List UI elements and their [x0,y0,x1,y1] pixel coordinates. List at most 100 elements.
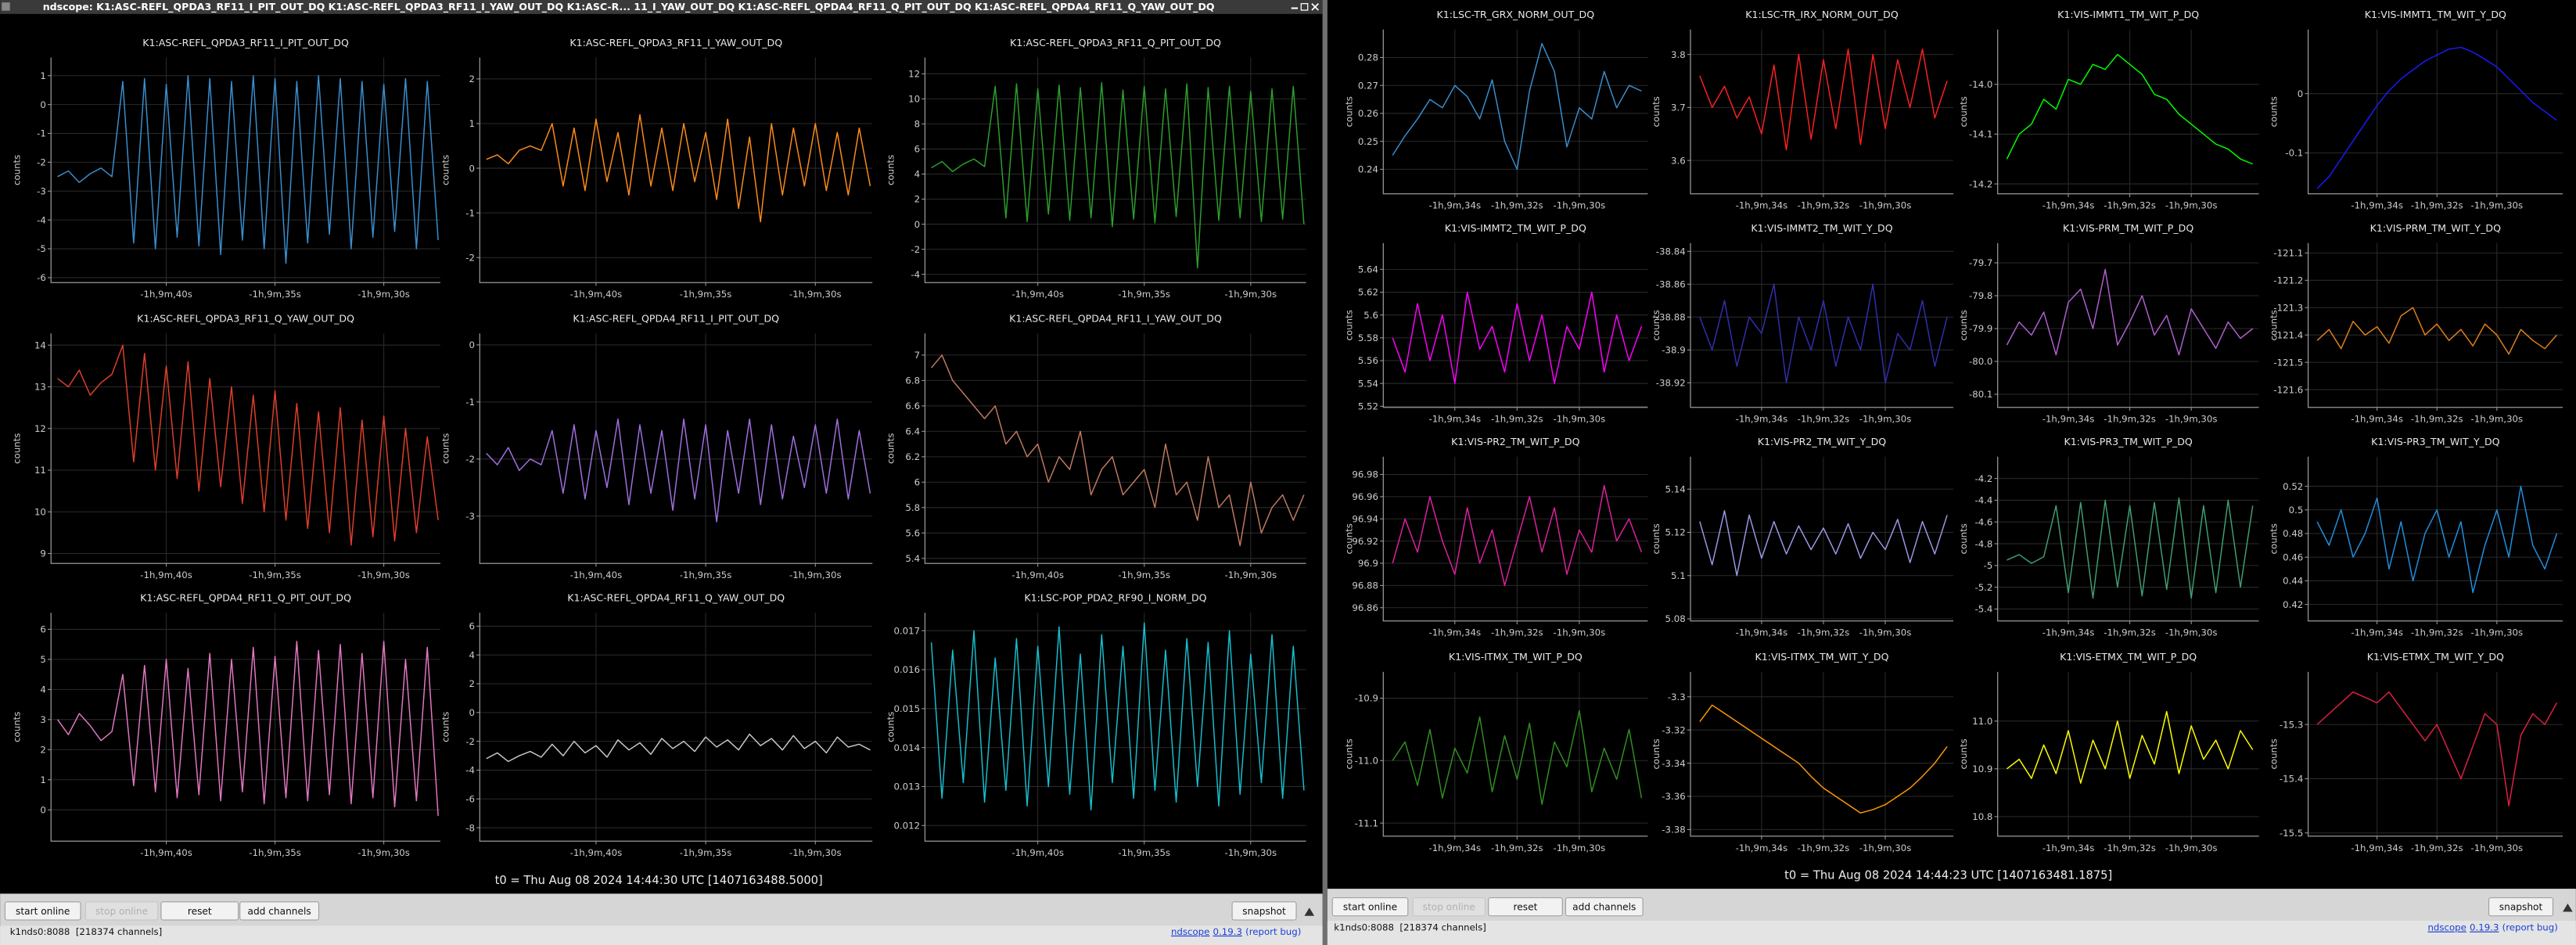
y-tick-label: -4.4 [1974,495,1992,506]
button[interactable] [4,901,81,921]
axis-line [1997,29,2259,195]
y-tick-label: 0 [469,707,475,718]
y-axis-label: counts [1651,310,1662,340]
x-tick-label: -1h,9m,34s [2351,200,2403,211]
x-tick-label: -1h,9m,35s [680,570,732,580]
button[interactable] [2488,897,2554,917]
x-tick-label: -1h,9m,34s [1736,200,1788,211]
trace [930,622,1305,811]
y-tick-label: 11.0 [1972,716,1992,727]
trace [931,81,1305,269]
y-tick-label: 0.017 [893,625,920,636]
collapse-arrow[interactable] [2563,903,2573,912]
y-tick-label: -79.9 [1969,323,1992,334]
x-tick-label: -1h,9m,32s [1798,627,1850,638]
x-tick-label: -1h,9m,30s [357,847,410,858]
x-tick-label: -1h,9m,30s [1225,570,1277,580]
button-label[interactable]: reset [188,906,212,917]
y-tick-label: -121.5 [2273,357,2303,368]
minimize-button[interactable] [1291,7,1299,9]
y-tick-label: -11.0 [1355,755,1378,766]
x-tick-label: -1h,9m,34s [1428,627,1481,638]
y-tick-label: 96.86 [1352,602,1378,613]
button[interactable] [1565,897,1644,917]
button-label[interactable]: snapshot [1242,906,1286,917]
y-tick-label: -38.92 [1656,377,1686,388]
axis-line [479,333,873,564]
x-tick-label: -1h,9m,40s [1011,289,1064,300]
button-label[interactable]: add channels [1572,902,1636,913]
y-tick-label: -11.1 [1355,817,1378,828]
maximize-button[interactable] [1300,2,1309,11]
y-tick-label: 4 [914,169,920,180]
button-label[interactable]: start online [1343,902,1397,913]
y-tick-label: -3.32 [1662,724,1685,735]
x-tick-label: -1h,9m,32s [2411,843,2463,853]
report-link[interactable]: (report bug) [1245,926,1301,937]
trace [2006,268,2254,356]
y-tick-label: 0.012 [893,820,920,831]
app-link[interactable]: ndscope [2427,922,2466,933]
trace [1392,484,1643,587]
button[interactable] [1331,897,1409,917]
x-tick-label: -1h,9m,30s [2471,414,2524,425]
x-tick-label: -1h,9m,34s [1736,414,1788,425]
x-tick-label: -1h,9m,30s [357,570,410,580]
x-tick-label: -1h,9m,30s [1554,414,1606,425]
app-link[interactable]: ndscope [1171,926,1209,937]
y-tick-label: 10 [34,506,46,517]
x-tick-label: -1h,9m,35s [680,847,732,858]
button-label[interactable]: reset [1514,902,1538,913]
trace [2006,53,2254,165]
y-tick-label: -4 [465,765,475,776]
collapse-arrow[interactable] [1304,907,1315,916]
close-button[interactable] [1311,3,1319,11]
button-label[interactable]: snapshot [2499,902,2543,913]
version-link[interactable]: 0.19.3 [2470,922,2499,933]
report-link[interactable]: (report bug) [2502,922,2558,933]
axis-line [2307,243,2563,408]
trace [486,733,871,763]
y-tick-label: 2 [40,744,45,755]
button-label[interactable]: start online [16,906,70,917]
y-tick-label: 0.46 [2283,552,2303,562]
y-axis-label: counts [1343,738,1354,769]
button[interactable] [1488,897,1563,917]
y-tick-label: 5.52 [1358,401,1378,412]
x-tick-label: -1h,9m,30s [1225,289,1277,300]
plot-title: K1:LSC-TR_GRX_NORM_OUT_DQ [1437,9,1595,20]
button[interactable] [239,901,320,921]
y-tick-label: 0.26 [1358,108,1378,119]
y-tick-label: -3 [465,511,475,522]
x-tick-label: -1h,9m,35s [249,847,301,858]
button[interactable] [1231,901,1297,921]
y-tick-label: 0.014 [893,742,920,753]
axis-line [50,333,440,564]
y-tick-label: 0 [469,340,475,350]
x-tick-label: -1h,9m,34s [1736,843,1788,853]
y-axis-label: counts [440,155,451,185]
trace [2007,710,2254,784]
y-tick-label: 12 [34,423,46,434]
y-tick-label: 5.56 [1358,355,1378,366]
plot-title: K1:LSC-TR_IRX_NORM_OUT_DQ [1745,9,1899,20]
version-link[interactable]: 0.19.3 [1213,926,1242,937]
y-tick-label: -5 [37,243,46,254]
button[interactable] [160,901,239,921]
y-tick-label: 0.24 [1358,164,1378,175]
button-label[interactable]: add channels [248,906,311,917]
axis-line [1997,456,2259,622]
x-tick-label: -1h,9m,34s [2351,627,2403,638]
y-tick-label: 3 [40,714,45,725]
y-tick-label: -121.2 [2273,275,2303,286]
y-tick-label: -15.5 [2280,828,2303,839]
x-tick-label: -1h,9m,30s [2165,200,2218,211]
y-tick-label: -1 [465,397,475,408]
y-tick-label: 3.8 [1671,49,1686,60]
y-tick-label: 1 [40,774,45,785]
y-tick-label: 4 [40,684,45,695]
trace [931,354,1305,547]
y-axis-label: counts [1958,738,1969,769]
x-tick-label: -1h,9m,34s [2042,627,2095,638]
x-tick-label: -1h,9m,32s [2104,200,2156,211]
